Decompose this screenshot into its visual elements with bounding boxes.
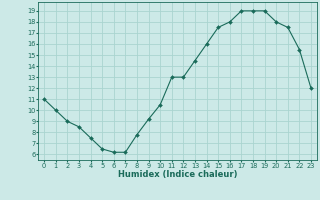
- X-axis label: Humidex (Indice chaleur): Humidex (Indice chaleur): [118, 170, 237, 179]
